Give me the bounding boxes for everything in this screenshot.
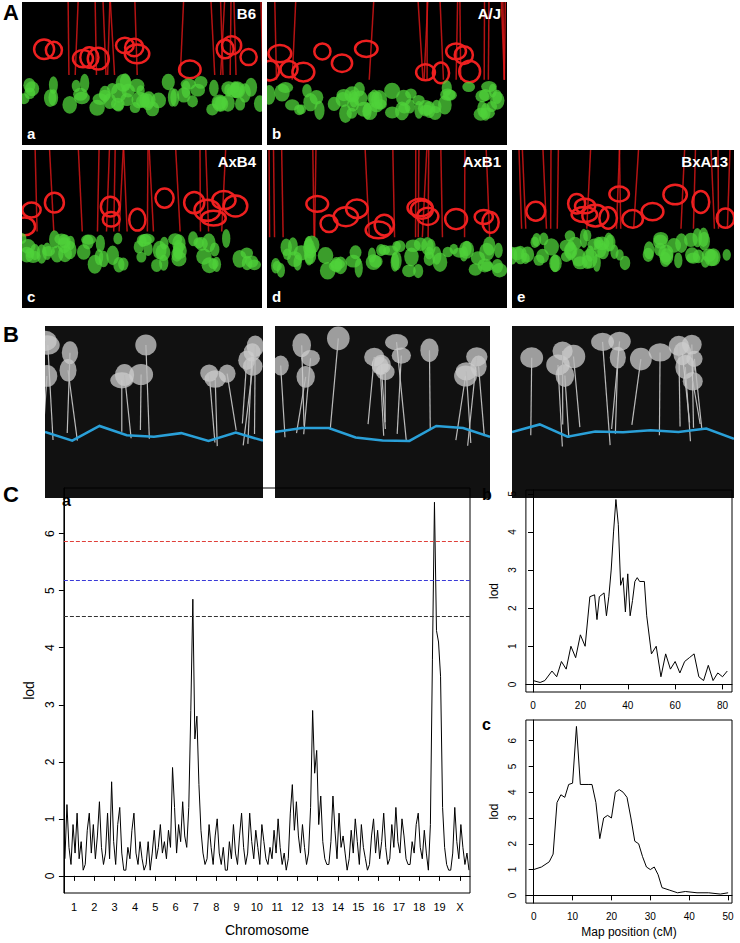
svg-text:11: 11 [271, 901, 282, 913]
svg-text:20: 20 [606, 911, 618, 922]
svg-text:18: 18 [413, 901, 425, 913]
svg-text:7: 7 [193, 901, 199, 913]
html-text:C: C [3, 482, 19, 507]
svg-text:5: 5 [507, 491, 518, 497]
svg-text:6: 6 [173, 901, 179, 913]
html-text:a: a [27, 125, 36, 142]
svg-text:2: 2 [43, 758, 57, 765]
svg-text:0: 0 [507, 892, 518, 898]
svg-text:10: 10 [251, 901, 263, 913]
svg-text:1: 1 [43, 815, 57, 822]
svg-text:4: 4 [43, 644, 57, 651]
svg-text:c: c [482, 716, 491, 733]
svg-text:1: 1 [71, 901, 77, 913]
html-text:BxA13: BxA13 [681, 153, 728, 170]
svg-text:16: 16 [373, 901, 385, 913]
svg-text:4: 4 [507, 789, 518, 795]
svg-text:lod: lod [487, 804, 501, 820]
svg-text:lod: lod [487, 583, 501, 599]
svg-text:a: a [62, 492, 71, 509]
svg-text:2: 2 [507, 605, 518, 611]
svg-text:Chromosome: Chromosome [225, 922, 309, 938]
svg-text:5: 5 [43, 587, 57, 594]
svg-text:4: 4 [132, 901, 138, 913]
html-text:AxB1: AxB1 [462, 153, 501, 170]
svg-text:0: 0 [530, 700, 536, 711]
html-text:c: c [27, 288, 36, 305]
svg-text:b: b [482, 486, 492, 503]
svg-text:10: 10 [567, 911, 579, 922]
html-text:e: e [517, 288, 526, 305]
svg-text:3: 3 [112, 901, 118, 913]
svg-text:0: 0 [507, 681, 518, 687]
svg-text:1: 1 [507, 866, 518, 872]
html-text:B6: B6 [236, 5, 256, 22]
svg-text:6: 6 [43, 530, 57, 537]
svg-text:12: 12 [291, 901, 303, 913]
svg-text:6: 6 [507, 737, 518, 743]
svg-text:Map position (cM): Map position (cM) [581, 925, 676, 939]
svg-text:0: 0 [531, 911, 537, 922]
svg-text:17: 17 [393, 901, 405, 913]
html-text:d: d [272, 288, 282, 305]
svg-text:19: 19 [433, 901, 445, 913]
svg-text:3: 3 [507, 815, 518, 821]
svg-text:2: 2 [91, 901, 97, 913]
svg-text:X: X [456, 901, 464, 913]
svg-text:13: 13 [312, 901, 324, 913]
svg-text:40: 40 [684, 911, 696, 922]
svg-text:1: 1 [507, 643, 518, 649]
svg-text:14: 14 [332, 901, 344, 913]
svg-text:40: 40 [622, 700, 634, 711]
html-text:AxB4: AxB4 [217, 153, 256, 170]
svg-text:80: 80 [717, 700, 729, 711]
html-text:B: B [3, 322, 19, 347]
svg-text:3: 3 [507, 567, 518, 573]
svg-text:0: 0 [43, 872, 57, 879]
svg-text:2: 2 [507, 841, 518, 847]
svg-text:5: 5 [152, 901, 158, 913]
svg-text:60: 60 [670, 700, 682, 711]
html-text:b: b [272, 125, 282, 142]
svg-text:4: 4 [507, 529, 518, 535]
svg-text:15: 15 [352, 901, 364, 913]
svg-text:20: 20 [575, 700, 587, 711]
svg-text:8: 8 [213, 901, 219, 913]
svg-text:50: 50 [723, 911, 735, 922]
svg-text:5: 5 [507, 763, 518, 769]
svg-text:30: 30 [645, 911, 657, 922]
svg-text:9: 9 [233, 901, 239, 913]
html-text:A: A [3, 0, 19, 25]
html-text:A/J: A/J [477, 5, 501, 22]
svg-text:3: 3 [43, 701, 57, 708]
svg-text:lod: lod [21, 681, 37, 700]
